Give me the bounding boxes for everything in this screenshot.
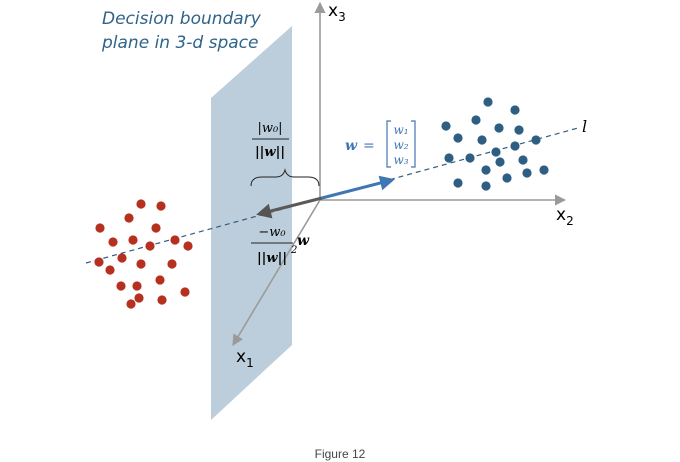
blue-data-point: [531, 135, 541, 145]
distance-denominator: ||w||: [255, 145, 285, 160]
red-data-point: [108, 237, 118, 247]
x1-axis-label: x1: [236, 347, 254, 370]
red-data-point: [136, 199, 146, 209]
blue-data-point: [441, 121, 451, 131]
red-data-point: [117, 253, 127, 263]
blue-data-point: [494, 123, 504, 133]
red-data-point: [180, 287, 190, 297]
blue-data-point: [522, 168, 532, 178]
weight-arrow: [321, 175, 395, 200]
weight-component-3: w₃: [393, 153, 408, 167]
blue-data-point: [514, 125, 524, 135]
red-data-point: [132, 281, 142, 291]
blue-data-point: [465, 153, 475, 163]
projection-arrow: [256, 196, 323, 219]
blue-data-point: [477, 135, 487, 145]
red-data-point: [126, 299, 136, 309]
red-data-point: [128, 235, 138, 245]
x3-axis-label: x3: [328, 1, 346, 24]
blue-data-point: [510, 141, 520, 151]
title-line-1: Decision boundary: [102, 9, 262, 29]
blue-data-point: [481, 181, 491, 191]
distance-brace: [250, 168, 320, 187]
red-data-point: [151, 223, 161, 233]
red-data-point: [157, 295, 167, 305]
blue-data-point: [444, 153, 454, 163]
line-label-l: l: [582, 117, 587, 136]
projection-numerator: −w₀: [258, 225, 286, 240]
red-data-point: [155, 275, 165, 285]
blue-data-point: [502, 173, 512, 183]
blue-data-point: [510, 105, 520, 115]
red-data-point: [95, 223, 105, 233]
red-data-point: [183, 241, 193, 251]
weight-component-1: w₁: [393, 123, 408, 137]
x2-axis-label: x2: [556, 205, 574, 228]
red-data-point: [116, 281, 126, 291]
blue-data-point: [483, 97, 493, 107]
weight-equals: =: [363, 138, 375, 154]
red-data-point: [94, 257, 104, 267]
blue-data-point: [491, 147, 501, 157]
distance-numerator: |w₀|: [257, 121, 282, 136]
red-point-cluster: [94, 199, 193, 309]
red-data-point: [136, 259, 146, 269]
decision-plane: [211, 26, 292, 420]
blue-data-point: [453, 178, 463, 188]
title-line-2: plane in 3-d space: [101, 33, 259, 53]
red-data-point: [134, 293, 144, 303]
blue-data-point: [539, 165, 549, 175]
blue-data-point: [518, 155, 528, 165]
weight-bracket-left: [386, 120, 391, 168]
blue-point-cluster: [441, 97, 549, 191]
red-data-point: [170, 235, 180, 245]
weight-bracket-right: [411, 120, 416, 168]
projection-denominator: ||w||: [257, 251, 287, 266]
weight-name: w: [345, 138, 358, 154]
blue-data-point: [481, 165, 491, 175]
weight-component-2: w₂: [393, 138, 408, 152]
blue-data-point: [471, 115, 481, 125]
figure-caption: Figure 12: [314, 447, 366, 461]
projection-exponent: 2: [290, 245, 297, 256]
red-data-point: [156, 201, 166, 211]
projection-suffix: w: [297, 233, 310, 249]
red-data-point: [124, 213, 134, 223]
blue-data-point: [453, 133, 463, 143]
blue-data-point: [495, 157, 505, 167]
red-data-point: [105, 265, 115, 275]
red-data-point: [145, 241, 155, 251]
x1-axis: [232, 199, 321, 346]
red-data-point: [167, 259, 177, 269]
